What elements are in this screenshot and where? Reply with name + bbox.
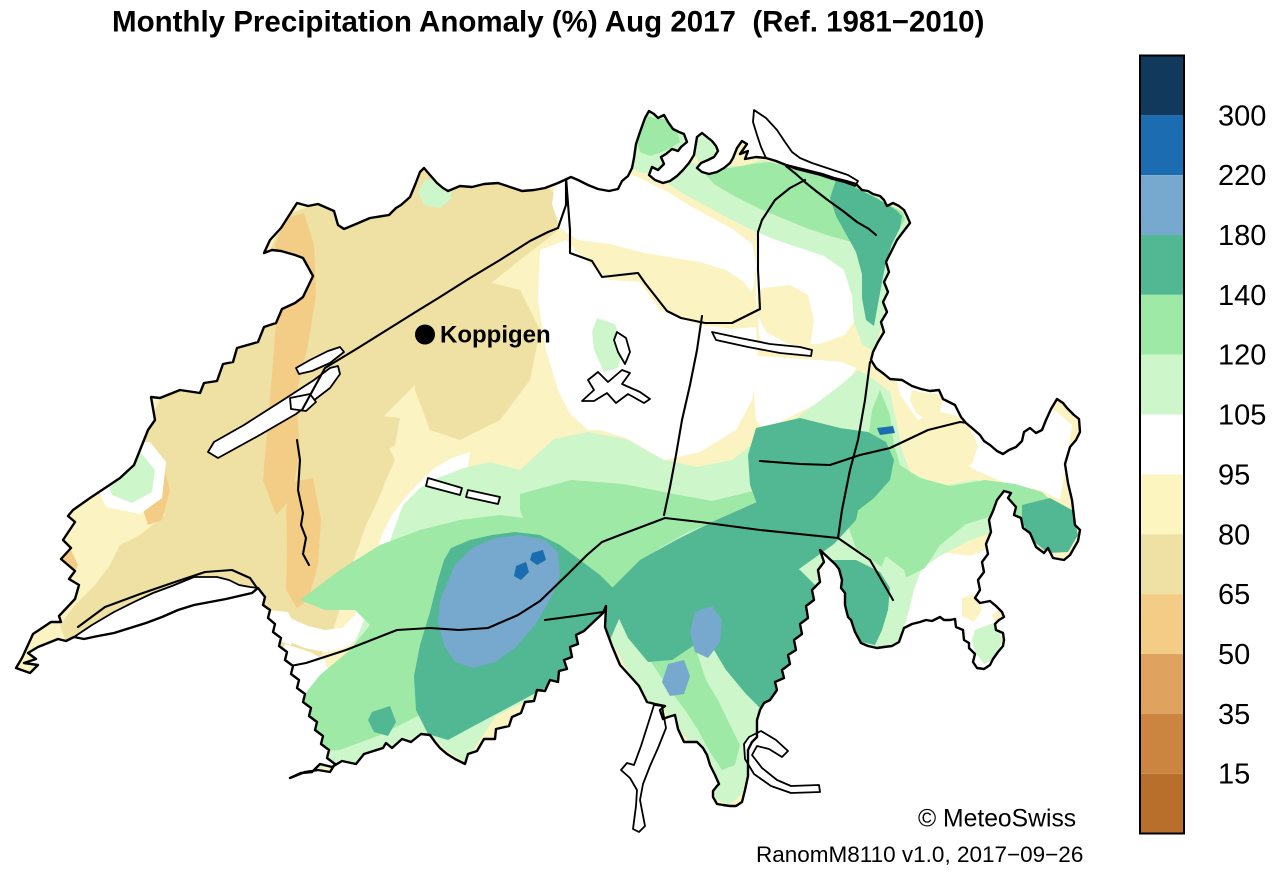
- svg-text:80: 80: [1218, 519, 1250, 551]
- svg-text:RanomM8110 v1.0, 2017−09−26: RanomM8110 v1.0, 2017−09−26: [756, 842, 1083, 867]
- svg-text:65: 65: [1218, 579, 1250, 611]
- svg-text:50: 50: [1218, 639, 1250, 671]
- svg-text:220: 220: [1218, 160, 1266, 192]
- svg-text:105: 105: [1218, 400, 1266, 432]
- svg-text:180: 180: [1218, 220, 1266, 252]
- svg-text:120: 120: [1218, 340, 1266, 372]
- svg-text:300: 300: [1218, 100, 1266, 132]
- svg-text:95: 95: [1218, 459, 1250, 491]
- svg-text:15: 15: [1218, 759, 1250, 791]
- svg-text:© MeteoSwiss: © MeteoSwiss: [918, 806, 1076, 833]
- svg-text:35: 35: [1218, 699, 1250, 731]
- svg-text:Monthly Precipitation Anomaly: Monthly Precipitation Anomaly (%) Aug 20…: [112, 6, 984, 39]
- svg-text:140: 140: [1218, 280, 1266, 312]
- svg-text:Koppigen: Koppigen: [440, 322, 551, 349]
